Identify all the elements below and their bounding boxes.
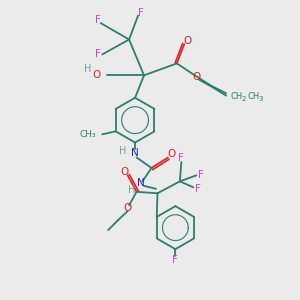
- Text: F: F: [95, 15, 101, 25]
- Text: O: O: [120, 167, 128, 177]
- Text: O: O: [193, 72, 201, 82]
- Text: O: O: [167, 149, 175, 160]
- Text: F: F: [178, 153, 184, 164]
- Text: O: O: [124, 203, 132, 213]
- Text: O: O: [183, 36, 191, 46]
- Text: CH₃: CH₃: [80, 130, 96, 139]
- Text: N: N: [137, 178, 145, 188]
- Text: N: N: [131, 148, 139, 158]
- Text: O: O: [92, 70, 101, 80]
- Text: F: F: [198, 170, 204, 180]
- Text: F: F: [195, 184, 201, 194]
- Text: F: F: [138, 8, 144, 18]
- Text: 2: 2: [242, 96, 246, 102]
- Text: 3: 3: [258, 96, 262, 102]
- Text: CH: CH: [247, 92, 259, 101]
- Text: H: H: [128, 185, 135, 195]
- Text: CH: CH: [231, 92, 243, 101]
- Text: H: H: [119, 146, 126, 157]
- Text: H: H: [84, 64, 92, 74]
- Text: F: F: [172, 256, 178, 266]
- Text: F: F: [95, 50, 101, 59]
